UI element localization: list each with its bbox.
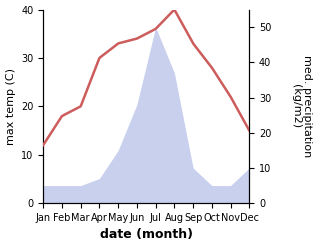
Y-axis label: med. precipitation
(kg/m2): med. precipitation (kg/m2) <box>291 55 313 158</box>
X-axis label: date (month): date (month) <box>100 228 193 242</box>
Y-axis label: max temp (C): max temp (C) <box>5 68 16 145</box>
